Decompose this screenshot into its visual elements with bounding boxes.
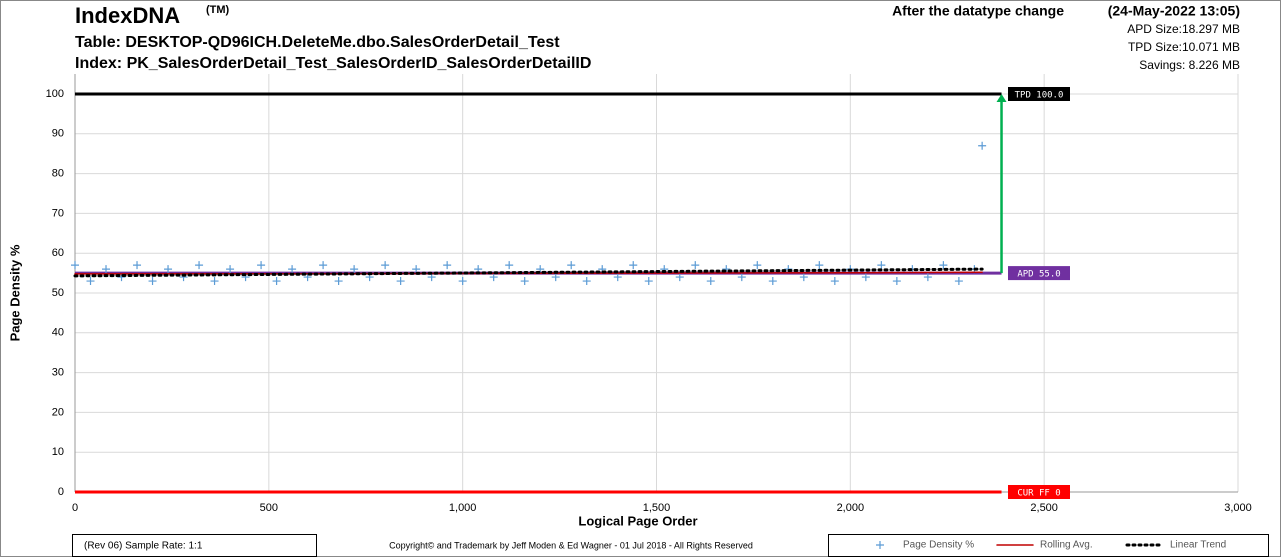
footer-center: Copyright© and Trademark by Jeff Moden &…: [389, 540, 753, 550]
title-mark: (TM): [206, 4, 230, 16]
y-tick-label: 0: [58, 486, 64, 498]
table-name: Table: DESKTOP-QD96ICH.DeleteMe.dbo.Sale…: [75, 34, 560, 51]
reference-label: CUR FF 0: [1017, 489, 1060, 499]
x-tick-label: 1,500: [643, 502, 671, 514]
data-point: [288, 265, 297, 274]
data-point: [567, 261, 576, 270]
y-tick-label: 60: [52, 247, 64, 259]
y-tick-label: 50: [52, 287, 64, 299]
reference-label-box: [1008, 87, 1070, 101]
legend-label: Rolling Avg.: [1040, 540, 1093, 551]
reference-label: APD 55.0: [1017, 270, 1060, 280]
data-point: [458, 277, 467, 286]
footer-left: (Rev 06) Sample Rate: 1:1: [84, 541, 203, 552]
reference-label-box: [1008, 266, 1070, 281]
size-note: APD Size:18.297 MB: [1127, 22, 1240, 36]
data-point: [148, 277, 157, 286]
data-point: [644, 277, 653, 286]
x-tick-label: 0: [72, 502, 78, 514]
x-tick-label: 1,000: [449, 502, 477, 514]
data-point: [272, 277, 281, 286]
data-point: [381, 261, 390, 270]
y-axis-title: Page Density %: [7, 244, 22, 341]
y-tick-label: 40: [52, 327, 64, 339]
reference-label-box: [1008, 485, 1070, 499]
data-point: [71, 261, 79, 270]
data-point: [830, 277, 839, 286]
data-point: [737, 273, 746, 282]
data-point: [939, 261, 948, 270]
reference-label: TPD 100.0: [1015, 91, 1064, 101]
data-point: [613, 273, 622, 282]
data-point: [923, 273, 932, 282]
y-tick-label: 80: [52, 168, 64, 180]
data-point: [582, 277, 591, 286]
data-point: [629, 261, 638, 270]
x-axis-title: Logical Page Order: [578, 513, 697, 528]
data-point: [210, 277, 219, 286]
legend-marker: [876, 541, 884, 549]
data-point: [319, 261, 328, 270]
data-point: [978, 141, 987, 150]
data-point: [753, 261, 762, 270]
size-note: TPD Size:10.071 MB: [1128, 40, 1240, 54]
data-point: [257, 261, 266, 270]
data-point: [505, 261, 514, 270]
trend-line: [73, 267, 984, 278]
data-point: [133, 261, 142, 270]
y-tick-label: 90: [52, 128, 64, 140]
data-point: [350, 265, 359, 274]
data-point: [861, 273, 870, 282]
data-point: [892, 277, 901, 286]
data-point: [768, 277, 777, 286]
data-point: [706, 277, 715, 286]
x-tick-label: 500: [260, 502, 278, 514]
data-point: [551, 273, 560, 282]
size-note: Savings: 8.226 MB: [1139, 58, 1240, 72]
data-point: [954, 277, 963, 286]
data-point: [226, 265, 235, 274]
chart-title: IndexDNA: [75, 3, 180, 28]
data-point: [489, 273, 498, 282]
x-tick-label: 2,500: [1030, 502, 1058, 514]
data-point: [334, 277, 343, 286]
data-point: [520, 277, 529, 286]
arrow-head: [996, 94, 1007, 102]
y-tick-label: 20: [52, 406, 64, 418]
data-point: [815, 261, 824, 270]
data-point: [443, 261, 452, 270]
index-name: Index: PK_SalesOrderDetail_Test_SalesOrd…: [75, 55, 591, 72]
legend-label: Page Density %: [903, 540, 974, 551]
data-point: [102, 265, 111, 274]
data-point: [396, 277, 405, 286]
data-point: [86, 277, 95, 286]
data-point: [195, 261, 204, 270]
data-point: [799, 273, 808, 282]
y-tick-label: 70: [52, 207, 64, 219]
x-tick-label: 2,000: [837, 502, 865, 514]
timestamp: (24-May-2022 13:05): [1108, 3, 1240, 19]
data-point: [877, 261, 886, 270]
y-tick-label: 30: [52, 367, 64, 379]
y-tick-label: 100: [46, 88, 64, 100]
y-tick-label: 10: [52, 446, 64, 458]
data-point: [675, 273, 684, 282]
status: After the datatype change: [892, 3, 1064, 19]
data-point: [164, 265, 173, 274]
x-tick-label: 3,000: [1224, 502, 1252, 514]
data-point: [412, 265, 421, 274]
data-point: [691, 261, 700, 270]
legend-label: Linear Trend: [1170, 540, 1226, 551]
